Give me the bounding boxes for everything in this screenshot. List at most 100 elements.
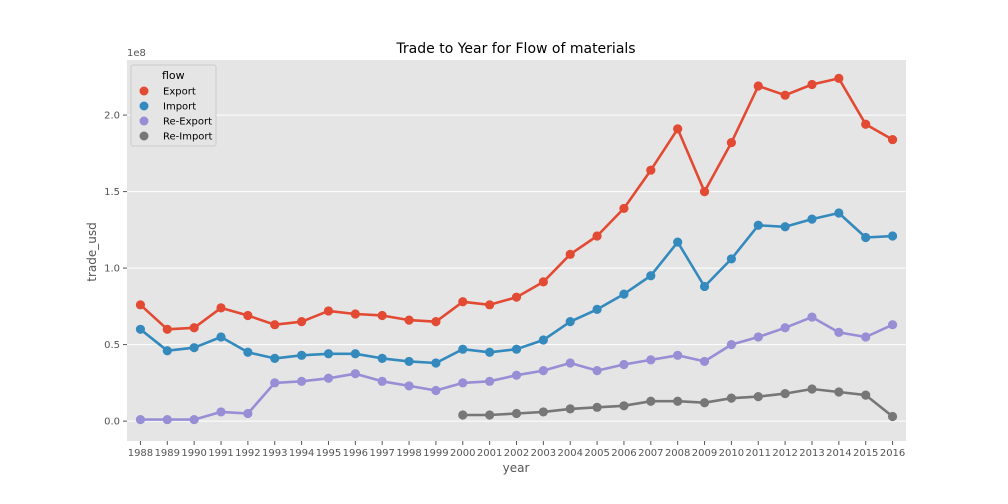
data-point-export: [646, 165, 656, 175]
data-point-export: [887, 134, 898, 145]
x-tick-label: 1989: [155, 448, 180, 459]
data-point-export: [807, 79, 817, 90]
x-tick-label: 2006: [611, 448, 636, 459]
data-point-import: [216, 332, 226, 342]
data-point-import: [189, 343, 199, 353]
x-tick-label: 2010: [719, 448, 744, 459]
data-point-import: [270, 353, 280, 363]
data-point-import: [243, 347, 253, 357]
data-point-re-export: [699, 356, 710, 367]
legend-marker: [139, 101, 149, 111]
data-point-export: [485, 300, 495, 310]
data-point-re-import: [565, 404, 575, 414]
data-point-export: [673, 124, 683, 134]
data-point-re-export: [243, 408, 253, 419]
data-point-re-import: [834, 387, 844, 397]
data-point-import: [834, 208, 844, 218]
legend-label: Import: [163, 102, 196, 113]
legend: flow Export Import Re-Export Re-Import: [130, 64, 217, 147]
data-point-import: [458, 344, 468, 354]
data-point-re-export: [270, 378, 280, 388]
data-point-re-export: [189, 414, 199, 425]
data-point-re-import: [780, 388, 790, 399]
data-point-re-export: [538, 366, 548, 376]
series-export: [135, 73, 898, 334]
data-point-re-export: [350, 369, 360, 379]
x-tick-label: 2003: [531, 448, 556, 459]
data-point-re-import: [887, 411, 898, 422]
data-point-re-export: [135, 414, 146, 425]
x-tick-label: 1999: [423, 448, 448, 459]
data-point-re-export: [565, 358, 575, 368]
data-point-re-export: [485, 376, 495, 386]
data-point-re-export: [297, 376, 307, 386]
data-point-import: [673, 237, 683, 247]
data-point-export: [243, 310, 253, 321]
data-point-re-export: [404, 381, 414, 391]
data-point-re-export: [887, 320, 898, 330]
series-re-import: [458, 384, 898, 422]
data-point-export: [780, 90, 790, 100]
data-point-import: [861, 232, 871, 243]
data-point-import: [699, 281, 710, 292]
data-point-import: [592, 304, 602, 315]
x-tick-label: 2014: [826, 448, 851, 459]
plot-background: [127, 60, 906, 441]
data-point-re-export: [861, 332, 871, 342]
y-ticks: 0.0 0.5 1.0 1.5 2.0: [104, 111, 127, 428]
data-point-re-import: [673, 396, 683, 406]
data-point-export: [753, 81, 763, 91]
data-point-import: [350, 349, 360, 359]
data-point-import: [619, 289, 629, 299]
data-point-re-export: [458, 378, 468, 388]
x-axis-label: year: [503, 461, 530, 475]
data-point-export: [458, 297, 468, 307]
x-tick-label: 1997: [369, 448, 394, 459]
data-point-import: [726, 254, 736, 264]
x-tick-label: 2016: [880, 448, 905, 459]
chart-title: Trade to Year for Flow of materials: [395, 41, 635, 57]
data-point-import: [887, 231, 898, 241]
data-point-export: [592, 231, 602, 241]
data-point-export: [834, 73, 844, 83]
x-tick-label: 2005: [584, 448, 609, 459]
data-point-re-export: [511, 370, 522, 380]
data-point-re-export: [646, 355, 656, 365]
data-point-export: [189, 323, 199, 333]
y-tick-label: 0.5: [104, 340, 120, 351]
x-tick-label: 2007: [638, 448, 663, 459]
x-tick-label: 1988: [128, 448, 153, 459]
data-point-import: [162, 346, 172, 356]
data-point-re-export: [726, 340, 736, 350]
data-point-re-export: [162, 414, 172, 425]
data-point-re-export: [834, 327, 844, 337]
data-point-import: [511, 344, 522, 354]
data-point-re-import: [538, 407, 548, 417]
data-point-re-import: [592, 402, 602, 412]
x-tick-label: 2013: [799, 448, 824, 459]
y-tick-label: 2.0: [104, 111, 120, 122]
legend-title: flow: [162, 69, 185, 82]
data-point-export: [350, 309, 360, 319]
x-tick-label: 1992: [235, 448, 260, 459]
data-point-import: [646, 271, 656, 281]
legend-items: Export Import Re-Export Re-Import: [139, 86, 213, 143]
series-re-export: [135, 312, 898, 425]
data-point-import: [780, 222, 790, 232]
data-point-re-export: [592, 366, 602, 376]
legend-label: Re-Export: [163, 117, 212, 128]
series-layer: [135, 73, 898, 425]
data-point-export: [135, 300, 146, 310]
data-point-export: [726, 138, 736, 148]
data-point-re-import: [646, 396, 656, 406]
data-point-import: [538, 335, 548, 345]
data-point-re-import: [861, 390, 871, 400]
data-point-re-export: [323, 373, 334, 383]
data-point-re-export: [753, 332, 763, 342]
y-tick-label: 0.0: [104, 417, 120, 428]
data-point-import: [377, 353, 387, 363]
data-point-re-import: [511, 408, 522, 419]
legend-marker: [139, 116, 149, 126]
data-point-re-export: [673, 350, 683, 360]
